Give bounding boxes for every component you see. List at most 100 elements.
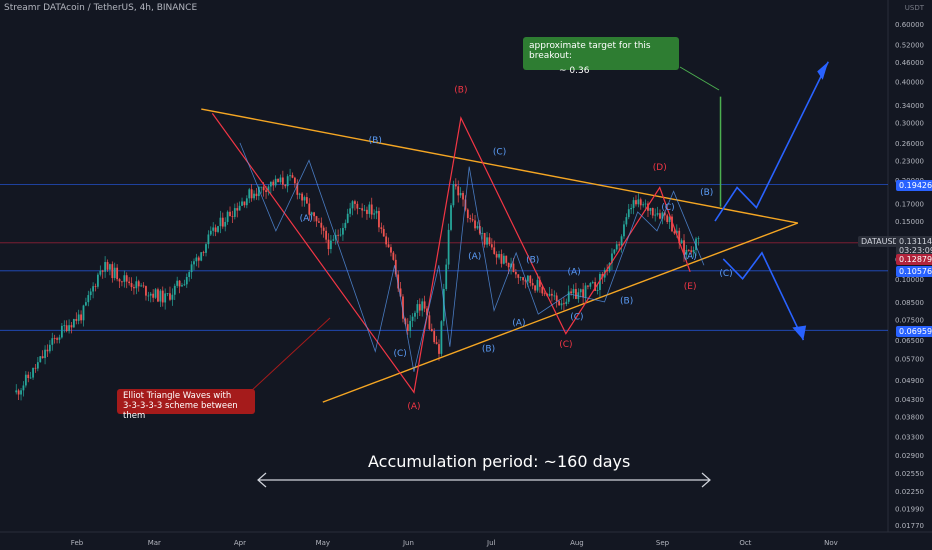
red-wave-label: (E) <box>684 282 697 292</box>
candle-body <box>608 263 611 272</box>
candle-body <box>20 390 22 395</box>
candle-body <box>553 295 556 297</box>
candle-body <box>214 227 217 232</box>
y-tick-label: 0.05700 <box>895 356 924 364</box>
candle-body <box>378 210 380 228</box>
candle-body <box>221 217 224 227</box>
candle-body <box>181 285 183 287</box>
candle-body <box>618 244 621 246</box>
y-tick-label: 0.01770 <box>895 522 924 530</box>
candle-body <box>445 264 448 289</box>
candle-body <box>56 338 58 340</box>
candle-body <box>406 324 409 331</box>
x-tick-label: Feb <box>71 539 84 547</box>
candle-body <box>659 213 661 219</box>
candle-body <box>29 377 32 379</box>
candle-body <box>356 203 359 209</box>
candle-body <box>582 289 585 298</box>
candle-body <box>161 290 164 303</box>
blue-wave-label: (A) <box>468 252 481 262</box>
y-tick-label: 0.60000 <box>895 21 924 29</box>
candle-body <box>68 325 70 332</box>
candle-body <box>414 312 416 317</box>
candle-body <box>212 227 215 231</box>
candle-body <box>226 211 229 222</box>
blue-wave-label: (C) <box>570 313 583 323</box>
symbol-title: Streamr DATAcoin / TetherUS, 4h, BINANCE <box>4 3 198 13</box>
candle-body <box>373 213 376 215</box>
candle-body <box>579 289 582 293</box>
candle-body <box>133 287 135 289</box>
candle-body <box>207 234 210 245</box>
red-wave-line <box>211 113 691 394</box>
candle-body <box>219 217 222 227</box>
candle-body <box>692 249 695 253</box>
candle-body <box>529 275 532 284</box>
candle-body <box>89 291 92 296</box>
y-tick-label: 0.08500 <box>895 299 924 307</box>
candle-body <box>272 181 275 186</box>
candle-body <box>231 216 234 218</box>
candle-body <box>570 291 573 294</box>
candle-body <box>555 295 558 302</box>
last-price-tag: 0.13114 <box>896 236 932 247</box>
candle-body <box>34 367 37 369</box>
target-annotation-line1: approximate target for this breakout: <box>529 41 651 61</box>
candle-body <box>308 203 311 215</box>
candle-body <box>116 267 119 280</box>
candle-body <box>541 286 544 294</box>
candle-body <box>589 283 592 287</box>
candle-body <box>368 204 371 214</box>
candle-body <box>625 217 628 225</box>
elliot-annotation: Elliot Triangle Waves with 3-3-3-3-3 sch… <box>117 389 255 421</box>
upper-trendline <box>201 108 798 224</box>
candle-body <box>315 216 318 222</box>
x-tick-label: Mar <box>148 539 161 547</box>
red-wave-label: (B) <box>454 86 467 96</box>
candle-body <box>301 193 303 201</box>
candle-body <box>361 208 364 211</box>
x-tick-label: Apr <box>234 539 246 547</box>
candle-body <box>262 186 265 191</box>
candle-body <box>632 200 635 208</box>
candle-body <box>558 301 561 306</box>
candle-body <box>284 184 287 187</box>
candle-body <box>442 288 445 322</box>
candle-body <box>113 267 116 279</box>
candle-body <box>58 337 61 340</box>
candle-body <box>543 293 546 295</box>
candle-body <box>267 186 270 193</box>
candle-body <box>183 284 186 286</box>
red-wave-label: (A) <box>407 402 420 412</box>
candle-body <box>402 296 404 319</box>
candle-body <box>60 325 63 338</box>
candle-body <box>522 277 524 281</box>
candle-body <box>243 201 246 206</box>
candle-body <box>65 325 68 332</box>
candle-body <box>166 293 169 295</box>
candle-body <box>106 262 109 270</box>
candle-body <box>123 275 126 282</box>
candle-body <box>257 186 260 197</box>
accumulation-label: Accumulation period: ~160 days <box>368 452 631 471</box>
candle-body <box>627 209 630 218</box>
candle-body <box>649 208 652 211</box>
candle-body <box>536 279 539 291</box>
candle-body <box>690 250 693 253</box>
blue-wave-label: (B) <box>482 344 495 354</box>
blue-wave-label: (B) <box>369 136 382 146</box>
bullish-projection-line <box>714 61 829 222</box>
blue-wave-line <box>239 142 705 372</box>
candle-body <box>349 208 352 214</box>
candle-body <box>109 264 111 270</box>
candle-body <box>397 274 400 289</box>
candle-body <box>339 234 342 236</box>
candle-body <box>457 186 460 196</box>
candle-body <box>370 204 373 215</box>
candle-body <box>486 237 488 245</box>
candle-body <box>661 212 664 219</box>
blue-wave-label: (A) <box>512 318 525 328</box>
candle-body <box>104 262 107 272</box>
candle-body <box>502 255 505 264</box>
